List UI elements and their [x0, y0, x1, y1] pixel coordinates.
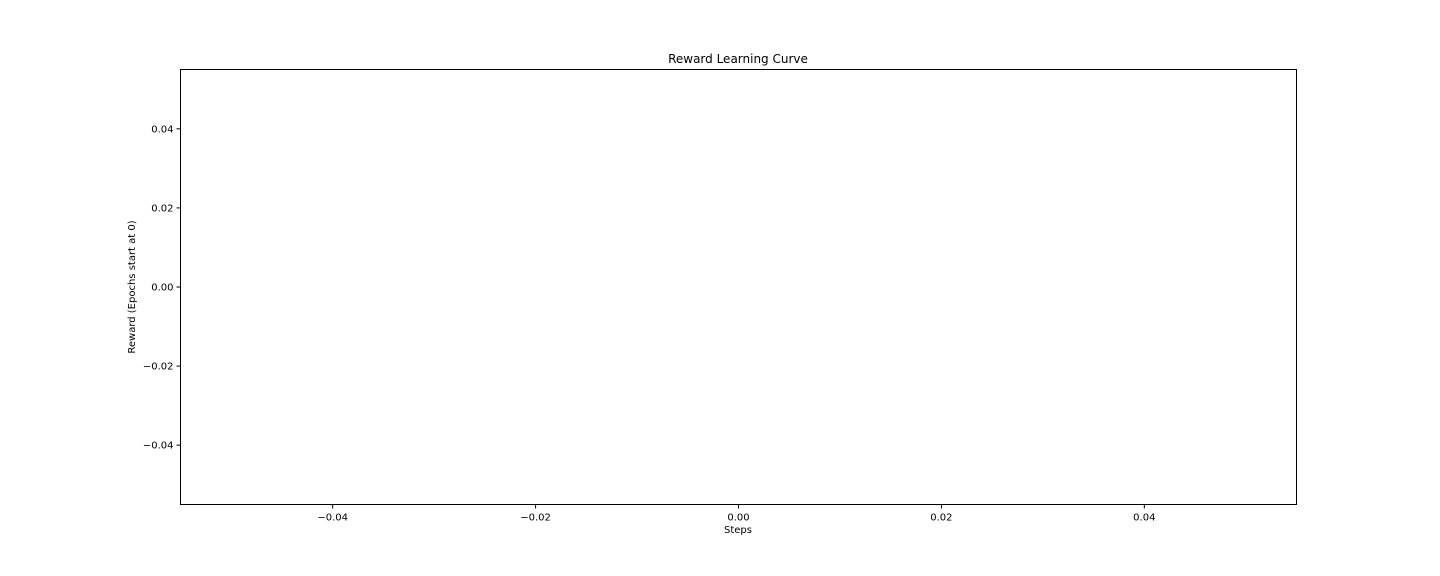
y-axis-label: Reward (Epochs start at 0)	[127, 220, 138, 353]
y-axis-ticks: −0.04 −0.02 0.00 0.02 0.04	[143, 124, 181, 452]
y-tick-label: −0.04	[143, 441, 174, 452]
x-axis-label: Steps	[724, 525, 752, 536]
y-tick-label: 0.04	[151, 124, 173, 135]
chart-title: Reward Learning Curve	[668, 52, 808, 66]
x-axis-ticks: −0.04 −0.02 0.00 0.02 0.04	[317, 504, 1155, 524]
x-tick-label: −0.04	[317, 513, 348, 524]
y-tick-label: 0.00	[151, 283, 173, 294]
y-tick-label: −0.02	[143, 362, 174, 373]
x-tick-label: 0.00	[727, 513, 749, 524]
x-tick-label: −0.02	[520, 513, 551, 524]
x-tick-label: 0.04	[1133, 513, 1155, 524]
x-tick-label: 0.02	[930, 513, 952, 524]
y-tick-label: 0.02	[151, 203, 173, 214]
